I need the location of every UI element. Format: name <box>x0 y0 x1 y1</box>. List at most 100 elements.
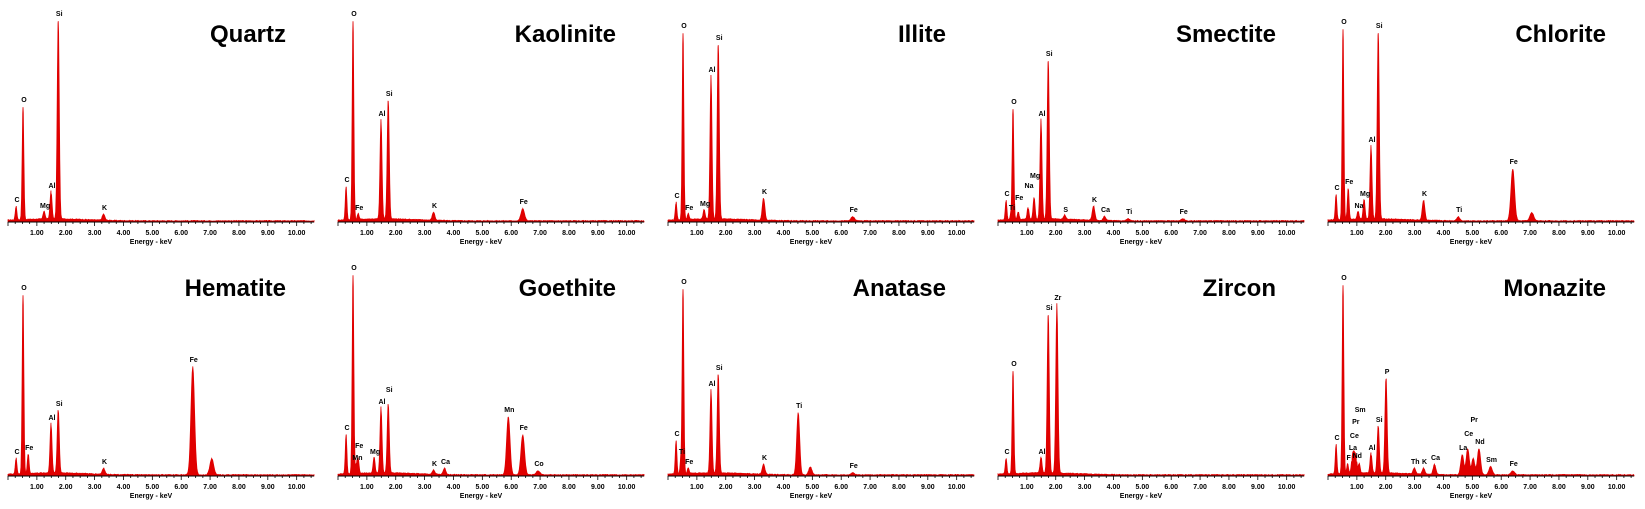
peak-label-mg: Mg <box>1030 173 1040 180</box>
x-tick-label: 7.00 <box>1193 230 1207 237</box>
x-tick-label: 9.00 <box>261 230 275 237</box>
x-tick-label: 3.00 <box>418 484 432 491</box>
x-tick-label: 3.00 <box>1078 484 1092 491</box>
peak-label-c: C <box>1335 435 1340 442</box>
x-tick-label: 6.00 <box>174 484 188 491</box>
x-tick-label: 2.00 <box>59 230 73 237</box>
peak-label-si: Si <box>56 401 63 408</box>
peak-label-c: C <box>1335 185 1340 192</box>
x-tick-label: 8.00 <box>1552 484 1566 491</box>
x-tick-label: 2.00 <box>1049 230 1063 237</box>
peak-label-pr: Pr <box>1352 419 1360 426</box>
peak-label-mn: Mn <box>504 407 514 414</box>
x-tick-label: 5.00 <box>806 230 820 237</box>
x-tick-label: 8.00 <box>1222 230 1236 237</box>
peak-label-al: Al <box>1039 449 1046 456</box>
peak-label-p: P <box>1385 369 1390 376</box>
peak-label-ti: Ti <box>1009 205 1015 212</box>
x-tick-label: 1.00 <box>1020 484 1034 491</box>
peak-label-sm: Sm <box>1355 407 1366 414</box>
peak-label-fe: Fe <box>1180 209 1188 216</box>
x-tick-label: 5.00 <box>476 230 490 237</box>
peak-label-nd: Nd <box>1353 453 1362 460</box>
spectrum-panel-quartz: 1.00 2.00 3.00 4.00 5.00 6.00 7.00 8.00 9.00 10.0… <box>7 11 315 246</box>
peak-label-o: O <box>351 265 357 272</box>
x-tick-label: 9.00 <box>1581 484 1595 491</box>
peak-label-o: O <box>351 11 357 18</box>
mineral-title: Quartz <box>210 21 286 48</box>
peak-label-al: Al <box>709 67 716 74</box>
mineral-title: Goethite <box>519 275 616 302</box>
peak-label-la: La <box>1459 445 1467 452</box>
x-tick-label: 4.00 <box>117 230 131 237</box>
peak-label-o: O <box>1011 99 1017 106</box>
x-tick-label: 2.00 <box>389 230 403 237</box>
spectrum-trace <box>7 295 315 477</box>
peak-label-o: O <box>681 23 687 30</box>
x-tick-label: 4.00 <box>447 230 461 237</box>
peak-label-si: Si <box>716 365 723 372</box>
x-axis-title: Energy - keV <box>130 239 173 246</box>
peak-label-ti: Ti <box>1456 207 1462 214</box>
spectrum-trace <box>997 303 1305 477</box>
x-tick-label: 8.00 <box>892 230 906 237</box>
x-tick-label: 5.00 <box>146 484 160 491</box>
mineral-title: Anatase <box>853 275 946 302</box>
peak-label-al: Al <box>709 381 716 388</box>
peak-label-c: C <box>675 193 680 200</box>
x-tick-label: 5.00 <box>1466 484 1480 491</box>
peak-label-c: C <box>345 425 350 432</box>
x-tick-label: 1.00 <box>30 484 44 491</box>
peak-label-ca: Ca <box>1101 207 1110 214</box>
spectrum-trace <box>1327 285 1635 477</box>
x-axis-title: Energy - keV <box>1120 239 1163 246</box>
x-tick-label: 2.00 <box>59 484 73 491</box>
x-tick-label: 7.00 <box>863 484 877 491</box>
x-tick-label: 10.00 <box>288 484 306 491</box>
x-tick-label: 2.00 <box>1379 230 1393 237</box>
x-tick-label: 9.00 <box>1251 230 1265 237</box>
x-tick-label: 5.00 <box>1136 230 1150 237</box>
x-tick-label: 10.00 <box>948 484 966 491</box>
peak-label-k: K <box>1422 191 1427 198</box>
x-tick-label: 4.00 <box>777 484 791 491</box>
x-tick-label: 3.00 <box>418 230 432 237</box>
peak-label-c: C <box>675 431 680 438</box>
mineral-title: Chlorite <box>1515 21 1606 48</box>
x-tick-label: 5.00 <box>1466 230 1480 237</box>
peak-label-k: K <box>102 205 107 212</box>
mineral-title: Smectite <box>1176 21 1276 48</box>
x-tick-label: 3.00 <box>1408 230 1422 237</box>
spectrum-trace <box>337 275 645 477</box>
x-tick-label: 9.00 <box>921 484 935 491</box>
x-tick-label: 1.00 <box>30 230 44 237</box>
peak-label-ti: Ti <box>1126 209 1132 216</box>
peak-label-si: Si <box>1046 51 1053 58</box>
x-tick-label: 10.00 <box>618 230 636 237</box>
peak-label-si: Si <box>386 387 393 394</box>
x-tick-label: 8.00 <box>1552 230 1566 237</box>
x-tick-label: 7.00 <box>863 230 877 237</box>
peak-label-fe: Fe <box>190 357 198 364</box>
x-tick-label: 4.00 <box>1437 484 1451 491</box>
peak-label-k: K <box>762 189 767 196</box>
peak-label-s: S <box>1063 207 1068 214</box>
peak-label-fe: Fe <box>520 199 528 206</box>
x-tick-label: 5.00 <box>1136 484 1150 491</box>
peak-label-k: K <box>1092 197 1097 204</box>
peak-label-na: Na <box>1355 203 1364 210</box>
x-tick-label: 4.00 <box>1437 230 1451 237</box>
peak-label-zr: Zr <box>1054 295 1061 302</box>
spectrum-panel-goethite: 1.00 2.00 3.00 4.00 5.00 6.00 7.00 8.00 9.00 10.0… <box>337 265 645 500</box>
x-tick-label: 8.00 <box>1222 484 1236 491</box>
x-tick-label: 1.00 <box>360 230 374 237</box>
x-tick-label: 3.00 <box>748 230 762 237</box>
x-tick-label: 3.00 <box>1408 484 1422 491</box>
x-axis-title: Energy - keV <box>790 239 833 246</box>
mineral-title: Illite <box>898 21 946 48</box>
peak-label-fe: Fe <box>1015 195 1023 202</box>
spectrum-panel-kaolinite: 1.00 2.00 3.00 4.00 5.00 6.00 7.00 8.00 9.00 10.0… <box>337 11 645 246</box>
x-tick-label: 6.00 <box>504 484 518 491</box>
peak-label-ce: Ce <box>1350 433 1359 440</box>
peak-label-fe: Fe <box>850 207 858 214</box>
